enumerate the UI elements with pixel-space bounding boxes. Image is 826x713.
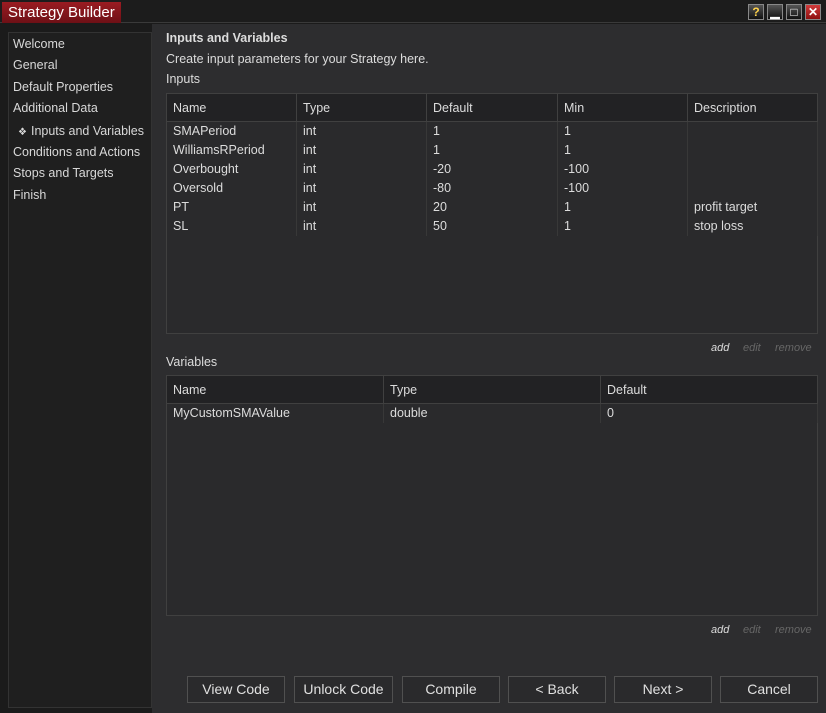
sidebar-item-stops-and-targets[interactable]: Stops and Targets [13, 166, 114, 180]
sidebar-item-label: Inputs and Variables [30, 123, 145, 138]
table-cell: PT [167, 198, 297, 217]
table-cell: Overbought [167, 160, 297, 179]
grid-header: Name Type Default Min Description [167, 94, 818, 122]
column-header[interactable]: Default [601, 376, 818, 404]
table-cell: -100 [558, 160, 688, 179]
table-row[interactable]: Oversold int -80 -100 [167, 179, 818, 198]
sidebar-item-conditions-and-actions[interactable]: Conditions and Actions [13, 145, 140, 159]
unlock-code-button[interactable]: Unlock Code [294, 676, 393, 703]
table-row[interactable]: WilliamsRPeriod int 1 1 [167, 141, 818, 160]
view-code-button[interactable]: View Code [187, 676, 285, 703]
table-cell [688, 179, 818, 198]
table-cell: int [297, 160, 427, 179]
table-cell: int [297, 198, 427, 217]
table-cell: int [297, 141, 427, 160]
table-cell: 20 [427, 198, 558, 217]
sidebar-item-label: Conditions and Actions [13, 145, 141, 159]
sidebar-item-additional-data[interactable]: Additional Data [13, 101, 98, 115]
table-cell: -100 [558, 179, 688, 198]
table-cell: 0 [601, 404, 818, 423]
table-cell: stop loss [688, 217, 818, 236]
help-icon[interactable]: ? [748, 4, 764, 20]
close-icon[interactable]: ✕ [805, 4, 821, 20]
table-cell: 1 [427, 141, 558, 160]
column-header[interactable]: Default [427, 94, 558, 122]
sidebar-item-finish[interactable]: Finish [13, 188, 46, 202]
table-cell: int [297, 217, 427, 236]
column-header[interactable]: Type [297, 94, 427, 122]
sidebar-item-label: Default Properties [13, 79, 114, 94]
variables-grid[interactable]: Name Type Default MyCustomSMAValue double 0 [166, 375, 818, 616]
table-cell: -80 [427, 179, 558, 198]
table-cell: Oversold [167, 179, 297, 198]
table-row[interactable]: MyCustomSMAValue double 0 [167, 404, 818, 423]
table-row[interactable]: SL int 50 1 stop loss [167, 217, 818, 236]
title-bar: Strategy Builder ? ▁ □ ✕ [0, 0, 826, 23]
page-title: Inputs and Variables [166, 31, 288, 45]
table-cell: SL [167, 217, 297, 236]
column-header[interactable]: Type [384, 376, 601, 404]
window-title: Strategy Builder [2, 2, 121, 23]
sidebar-item-welcome[interactable]: Welcome [13, 37, 65, 51]
table-cell [688, 160, 818, 179]
sidebar-item-label: General [13, 58, 58, 73]
table-cell [688, 122, 818, 141]
table-cell: 50 [427, 217, 558, 236]
table-cell: SMAPeriod [167, 122, 297, 141]
column-header[interactable]: Name [167, 376, 384, 404]
column-header[interactable]: Name [167, 94, 297, 122]
next-button[interactable]: Next > [614, 676, 712, 703]
table-cell: 1 [558, 217, 688, 236]
variables-remove-link[interactable]: remove [775, 624, 812, 636]
table-cell: double [384, 404, 601, 423]
inputs-add-link[interactable]: add [711, 342, 730, 354]
main-panel: Inputs and Variables Create input parame… [152, 24, 826, 713]
column-header[interactable]: Min [558, 94, 688, 122]
table-cell: int [297, 122, 427, 141]
table-cell: int [297, 179, 427, 198]
minimize-icon[interactable]: ▁ [767, 4, 783, 20]
back-button[interactable]: < Back [508, 676, 606, 703]
grid-header: Name Type Default [167, 376, 818, 404]
variables-edit-link[interactable]: edit [743, 624, 761, 636]
inputs-edit-link[interactable]: edit [743, 342, 761, 354]
compile-button[interactable]: Compile [402, 676, 500, 703]
table-cell: 1 [558, 122, 688, 141]
table-cell: 1 [558, 141, 688, 160]
sidebar: Welcome General Default Properties Addition… [8, 32, 152, 708]
page-description: Create input parameters for your Strateg… [166, 52, 429, 66]
table-cell [688, 141, 818, 160]
table-cell: profit target [688, 198, 818, 217]
table-cell: 1 [558, 198, 688, 217]
active-marker-icon: ❖ [18, 126, 27, 138]
table-cell: -20 [427, 160, 558, 179]
sidebar-item-label: Additional Data [13, 101, 98, 116]
sidebar-item-label: Welcome [13, 37, 65, 51]
cancel-button[interactable]: Cancel [720, 676, 818, 703]
inputs-grid[interactable]: Name Type Default Min Description SMAPeriod in… [166, 93, 818, 334]
sidebar-item-label: Stops and Targets [13, 166, 114, 181]
sidebar-item-label: Finish [13, 187, 47, 202]
variables-label: Variables [166, 355, 218, 369]
table-cell: MyCustomSMAValue [167, 404, 384, 423]
table-cell: 1 [427, 122, 558, 141]
inputs-label: Inputs [166, 72, 201, 86]
inputs-remove-link[interactable]: remove [775, 342, 812, 354]
sidebar-item-inputs-and-variables[interactable]: ❖ Inputs and Variables [18, 124, 144, 138]
table-row[interactable]: Overbought int -20 -100 [167, 160, 818, 179]
variables-add-link[interactable]: add [711, 624, 730, 636]
table-row[interactable]: SMAPeriod int 1 1 [167, 122, 818, 141]
sidebar-item-default-properties[interactable]: Default Properties [13, 80, 113, 94]
sidebar-item-general[interactable]: General [13, 58, 57, 72]
maximize-icon[interactable]: □ [786, 4, 802, 20]
table-row[interactable]: PT int 20 1 profit target [167, 198, 818, 217]
column-header[interactable]: Description [688, 94, 818, 122]
table-cell: WilliamsRPeriod [167, 141, 297, 160]
